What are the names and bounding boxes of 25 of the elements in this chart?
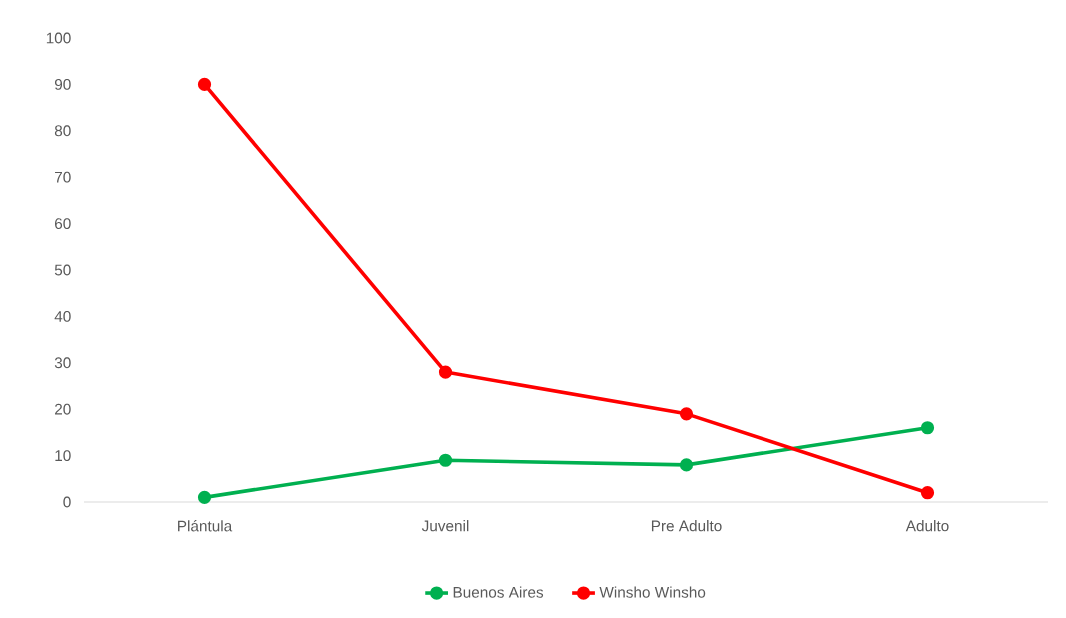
y-tick-label: 60 [55,218,71,230]
y-tick-label: 40 [54,310,71,322]
point [438,453,453,467]
y-tick-label: 100 [46,32,71,44]
y-tick-label: 50 [54,264,71,276]
point [920,486,935,500]
point [679,458,694,472]
y-tick-label: 0 [63,496,71,508]
x-tick-label: Plántula [178,520,233,532]
legend-label: Winsho Winsho [599,586,706,598]
point [679,407,694,421]
legend-label: Buenos Aires [453,586,544,598]
x-tick-label: Adulto [905,520,949,532]
point [920,421,935,435]
x-tick-label: Juvenil [421,520,469,532]
point [438,365,453,379]
point [197,77,212,91]
y-tick-label: 80 [54,125,71,137]
y-tick-label: 20 [55,403,71,415]
y-tick-label: 90 [54,78,71,90]
y-tick-label: 10 [55,450,71,462]
y-tick-label: 70 [55,171,71,183]
y-tick-label: 30 [54,357,71,369]
point [197,490,212,504]
x-tick-label: Pre Adulto [651,520,722,532]
